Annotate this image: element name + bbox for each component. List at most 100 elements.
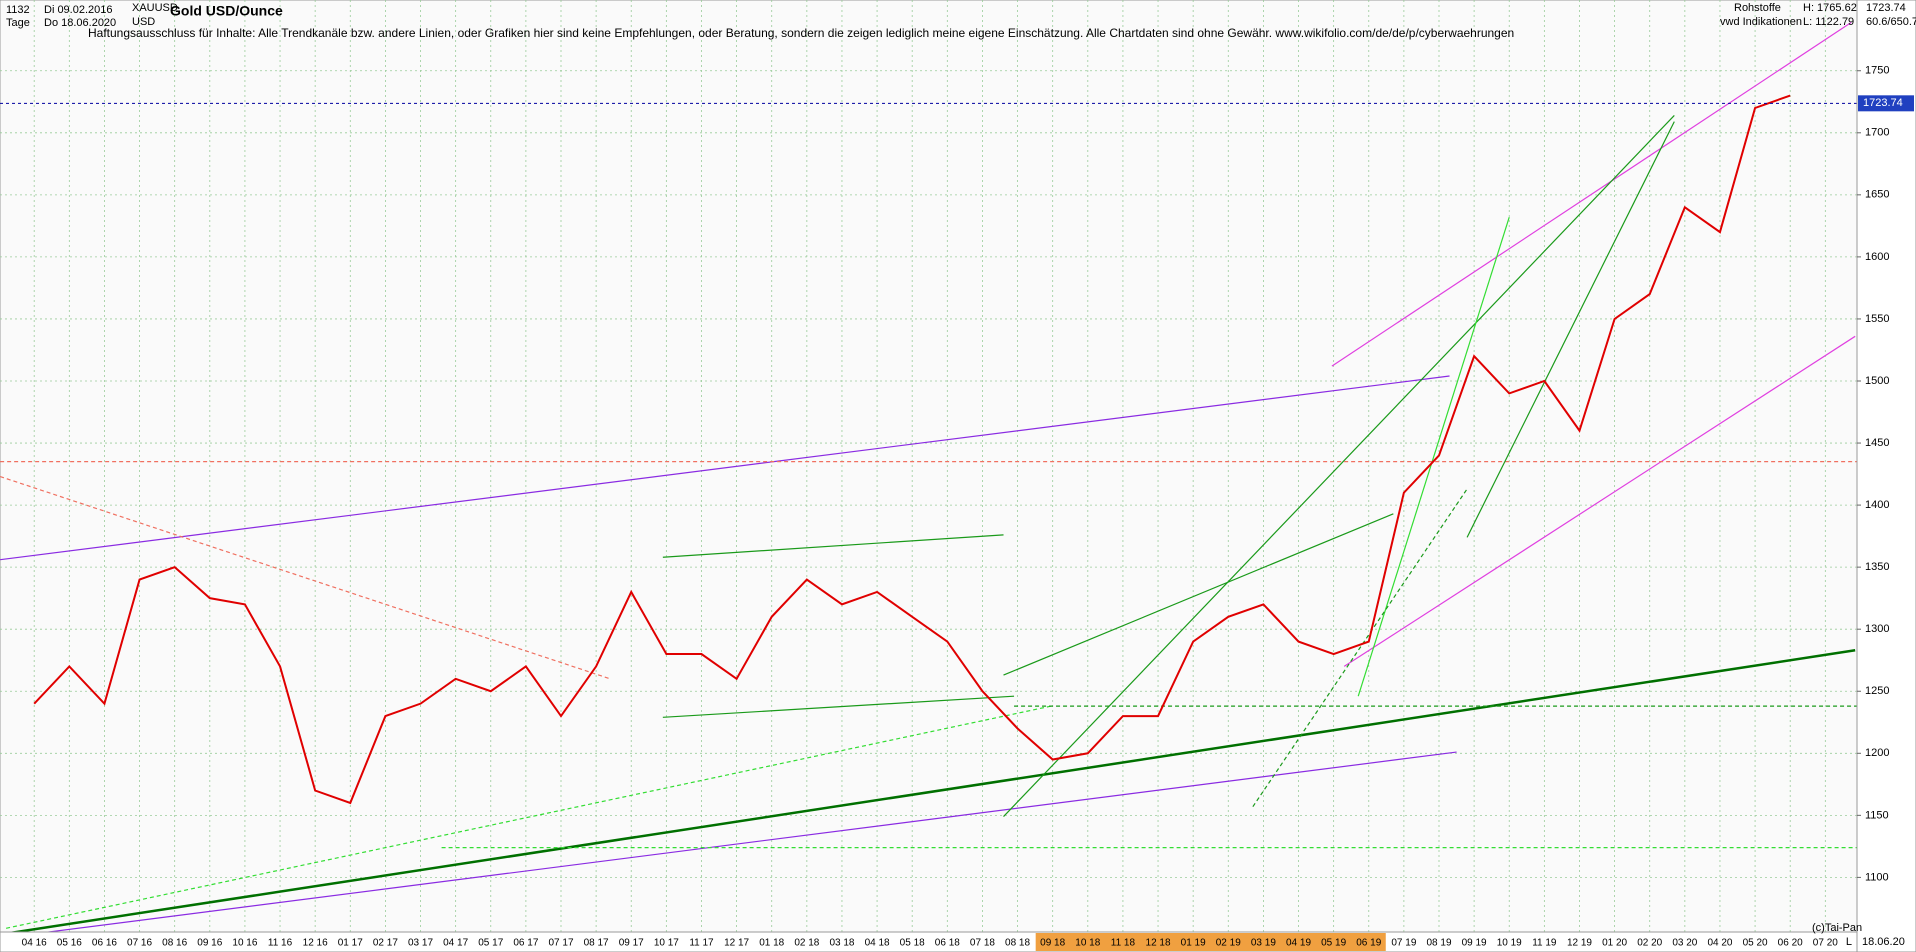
disclaimer: Haftungsausschluss für Inhalte: Alle Tre… bbox=[88, 26, 1514, 40]
scale: 60.6/650.7 bbox=[1866, 16, 1916, 28]
price-line bbox=[33, 94, 1791, 805]
x-tick-label: 03 18 bbox=[829, 938, 854, 949]
x-tick-label: 04 18 bbox=[865, 938, 890, 949]
x-tick-label: 11 16 bbox=[268, 938, 293, 949]
x-tick-label: 05 18 bbox=[900, 938, 925, 949]
x-tick-label: 03 20 bbox=[1672, 938, 1697, 949]
y-tick-label: 1500 bbox=[1865, 375, 1889, 387]
trendline bbox=[1357, 216, 1510, 697]
y-tick-label: 1250 bbox=[1865, 685, 1889, 697]
trendline bbox=[1003, 513, 1394, 676]
footer-date: 18.06.20 bbox=[1862, 936, 1905, 948]
x-tick-label: 09 19 bbox=[1462, 938, 1487, 949]
end-date: Do 18.06.2020 bbox=[44, 17, 116, 29]
x-tick-label: 08 18 bbox=[1005, 938, 1030, 949]
trendline bbox=[0, 475, 611, 680]
last-price: 1723.74 bbox=[1866, 2, 1906, 14]
x-tick-label: 09 18 bbox=[1040, 938, 1065, 949]
y-tick-label: 1200 bbox=[1865, 747, 1889, 759]
group: Rohstoffe bbox=[1734, 2, 1781, 14]
x-tick-label: 06 18 bbox=[935, 938, 960, 949]
trendline bbox=[662, 534, 1004, 558]
x-tick-label: 11 18 bbox=[1111, 938, 1136, 949]
symbol: XAUUSD bbox=[132, 2, 178, 14]
x-tick-label: 06 19 bbox=[1356, 938, 1381, 949]
x-tick-label: 04 19 bbox=[1286, 938, 1311, 949]
x-tick-label: 10 19 bbox=[1497, 938, 1522, 949]
trendline bbox=[1343, 335, 1856, 667]
y-tick-label: 1350 bbox=[1865, 561, 1889, 573]
trendline bbox=[1331, 21, 1852, 367]
y-tick-label: 1650 bbox=[1865, 189, 1889, 201]
x-tick-label: 08 16 bbox=[162, 938, 187, 949]
chart-title: Gold USD/Ounce bbox=[170, 3, 283, 19]
x-tick-label: 02 17 bbox=[373, 938, 398, 949]
trendline bbox=[1252, 488, 1468, 807]
copyright: (c)Tai-Pan bbox=[1812, 922, 1862, 934]
y-tick-label: 1150 bbox=[1865, 809, 1889, 821]
y-tick-label: 1550 bbox=[1865, 313, 1889, 325]
y-tick-label: 1300 bbox=[1865, 623, 1889, 635]
x-tick-label: 01 17 bbox=[338, 938, 363, 949]
x-tick-label: 02 20 bbox=[1637, 938, 1662, 949]
trendline bbox=[5, 705, 1052, 929]
x-tick-label: 01 19 bbox=[1181, 938, 1206, 949]
y-tick-label: 1400 bbox=[1865, 499, 1889, 511]
x-tick-label: 01 20 bbox=[1602, 938, 1627, 949]
x-tick-label: 04 20 bbox=[1707, 938, 1732, 949]
y-tick-label: 1600 bbox=[1865, 251, 1889, 263]
x-tick-label: 03 17 bbox=[408, 938, 433, 949]
low: L: 1122.79 bbox=[1803, 16, 1854, 28]
x-tick-label: 11 19 bbox=[1532, 938, 1557, 949]
x-tick-label: 06 17 bbox=[513, 938, 538, 949]
x-tick-label: 08 19 bbox=[1426, 938, 1451, 949]
x-tick-label: 07 17 bbox=[548, 938, 573, 949]
y-tick-label: 1750 bbox=[1865, 65, 1889, 77]
x-tick-label: 10 18 bbox=[1075, 938, 1100, 949]
trendline bbox=[0, 375, 1450, 561]
x-tick-label: 05 19 bbox=[1321, 938, 1346, 949]
x-tick-label: 06 20 bbox=[1778, 938, 1803, 949]
trendline bbox=[1003, 114, 1675, 818]
x-tick-label: 11 17 bbox=[689, 938, 714, 949]
x-tick-label: 09 16 bbox=[197, 938, 222, 949]
trendline bbox=[1466, 121, 1675, 538]
right-axis bbox=[1856, 0, 1916, 952]
plot-area bbox=[0, 0, 1858, 933]
currency: USD bbox=[132, 16, 155, 28]
x-tick-label: 01 18 bbox=[759, 938, 784, 949]
trendline bbox=[0, 751, 1457, 939]
y-tick-label: 1100 bbox=[1865, 871, 1889, 883]
x-tick-label: 02 19 bbox=[1216, 938, 1241, 949]
x-tick-label: 05 20 bbox=[1743, 938, 1768, 949]
bar-count: 1132 bbox=[6, 4, 30, 16]
y-tick-label: 1450 bbox=[1865, 437, 1889, 449]
high: H: 1765.62 bbox=[1803, 2, 1857, 14]
last-price-label: 1723.74 bbox=[1863, 97, 1903, 109]
x-tick-label: 05 16 bbox=[57, 938, 82, 949]
x-tick-label: 07 18 bbox=[970, 938, 995, 949]
x-tick-label: 09 17 bbox=[619, 938, 644, 949]
trendline bbox=[0, 649, 1856, 936]
x-tick-label: 12 18 bbox=[1146, 938, 1171, 949]
x-tick-label: 04 17 bbox=[443, 938, 468, 949]
source: vwd Indikationen bbox=[1720, 16, 1802, 28]
x-tick-label: 07 19 bbox=[1391, 938, 1416, 949]
x-tick-label: 07 16 bbox=[127, 938, 152, 949]
mode: L bbox=[1846, 936, 1852, 948]
x-tick-label: 10 17 bbox=[654, 938, 679, 949]
x-tick-label: 07 20 bbox=[1813, 938, 1838, 949]
x-tick-label: 04 16 bbox=[22, 938, 47, 949]
last-price-box bbox=[1858, 95, 1914, 112]
x-tick-label: 08 17 bbox=[584, 938, 609, 949]
x-tick-label: 12 19 bbox=[1567, 938, 1592, 949]
x-tick-label: 05 17 bbox=[478, 938, 503, 949]
x-tick-label: 12 16 bbox=[303, 938, 328, 949]
start-date: Di 09.02.2016 bbox=[44, 4, 113, 16]
x-tick-label: 06 16 bbox=[92, 938, 117, 949]
y-tick-label: 1700 bbox=[1865, 127, 1889, 139]
x-tick-label: 03 19 bbox=[1251, 938, 1276, 949]
highlight-band bbox=[1035, 933, 1386, 951]
